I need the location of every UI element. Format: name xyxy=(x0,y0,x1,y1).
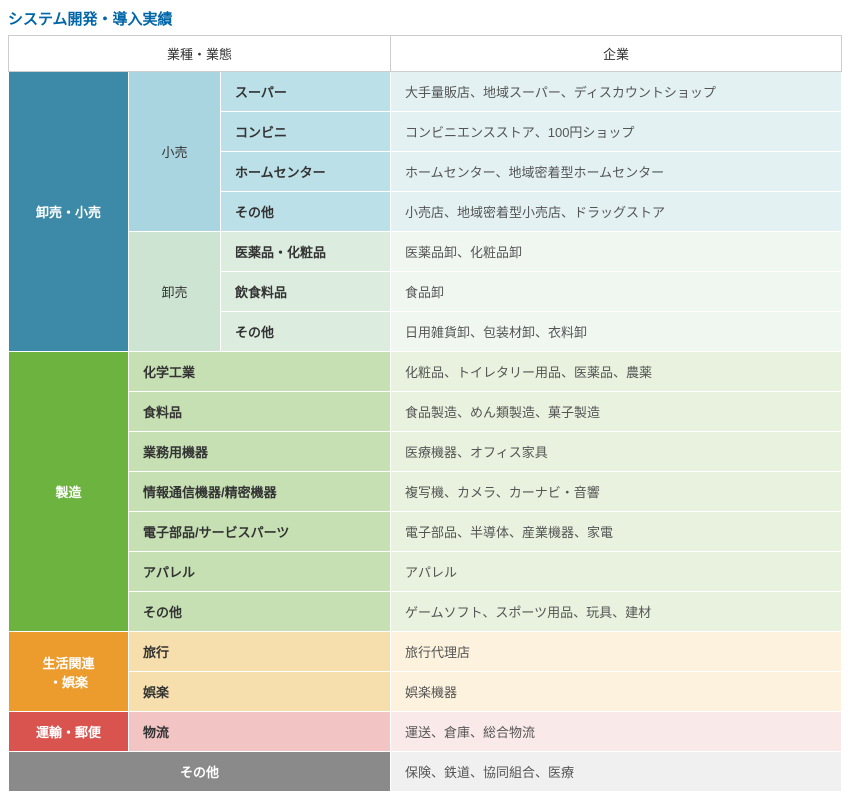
type-cell: 食料品 xyxy=(129,392,391,432)
type-cell: ホームセンター xyxy=(221,152,391,192)
header-company: 企業 xyxy=(391,36,842,72)
table-row: 卸売・小売 小売 スーパー 大手量販店、地域スーパー、ディスカウントショップ xyxy=(9,72,842,112)
corp-cell: 旅行代理店 xyxy=(391,632,842,672)
cat-retail: 卸売・小売 xyxy=(9,72,129,352)
table-row: アパレル アパレル xyxy=(9,552,842,592)
cat-kouri: 小売 xyxy=(129,72,221,232)
cat-mfg: 製造 xyxy=(9,352,129,632)
corp-cell: 小売店、地域密着型小売店、ドラッグストア xyxy=(391,192,842,232)
corp-cell: アパレル xyxy=(391,552,842,592)
cat-trans: 運輸・郵便 xyxy=(9,712,129,752)
corp-cell: 大手量販店、地域スーパー、ディスカウントショップ xyxy=(391,72,842,112)
type-cell: コンビニ xyxy=(221,112,391,152)
type-cell: 情報通信機器/精密機器 xyxy=(129,472,391,512)
table-row: 業務用機器 医療機器、オフィス家具 xyxy=(9,432,842,472)
type-cell: スーパー xyxy=(221,72,391,112)
type-cell: 化学工業 xyxy=(129,352,391,392)
corp-cell: 化粧品、トイレタリー用品、医薬品、農薬 xyxy=(391,352,842,392)
cat-oroshi: 卸売 xyxy=(129,232,221,352)
table-row: 運輸・郵便 物流 運送、倉庫、総合物流 xyxy=(9,712,842,752)
type-cell: その他 xyxy=(221,192,391,232)
type-cell: 業務用機器 xyxy=(129,432,391,472)
table-row: その他 保険、鉄道、協同組合、医療 xyxy=(9,752,842,792)
table-row: 電子部品/サービスパーツ 電子部品、半導体、産業機器、家電 xyxy=(9,512,842,552)
corp-cell: 医薬品卸、化粧品卸 xyxy=(391,232,842,272)
corp-cell: ホームセンター、地域密着型ホームセンター xyxy=(391,152,842,192)
type-cell: アパレル xyxy=(129,552,391,592)
cat-life: 生活関連・娯楽 xyxy=(9,632,129,712)
cat-other: その他 xyxy=(9,752,391,792)
corp-cell: 保険、鉄道、協同組合、医療 xyxy=(391,752,842,792)
type-cell: 旅行 xyxy=(129,632,391,672)
type-cell: その他 xyxy=(129,592,391,632)
corp-cell: 日用雑貨卸、包装材卸、衣料卸 xyxy=(391,312,842,352)
table-row: 情報通信機器/精密機器 複写機、カメラ、カーナビ・音響 xyxy=(9,472,842,512)
type-cell: 医薬品・化粧品 xyxy=(221,232,391,272)
corp-cell: 食品卸 xyxy=(391,272,842,312)
table-row: 生活関連・娯楽 旅行 旅行代理店 xyxy=(9,632,842,672)
header-row: 業種・業態 企業 xyxy=(9,36,842,72)
header-industry: 業種・業態 xyxy=(9,36,391,72)
corp-cell: コンビニエンスストア、100円ショップ xyxy=(391,112,842,152)
type-cell: その他 xyxy=(221,312,391,352)
type-cell: 物流 xyxy=(129,712,391,752)
table-row: 娯楽 娯楽機器 xyxy=(9,672,842,712)
corp-cell: 娯楽機器 xyxy=(391,672,842,712)
industry-table: 業種・業態 企業 卸売・小売 小売 スーパー 大手量販店、地域スーパー、ディスカ… xyxy=(8,35,842,792)
corp-cell: 電子部品、半導体、産業機器、家電 xyxy=(391,512,842,552)
corp-cell: 複写機、カメラ、カーナビ・音響 xyxy=(391,472,842,512)
type-cell: 電子部品/サービスパーツ xyxy=(129,512,391,552)
table-row: 食料品 食品製造、めん類製造、菓子製造 xyxy=(9,392,842,432)
page-title: システム開発・導入実績 xyxy=(8,8,842,29)
table-row: その他 ゲームソフト、スポーツ用品、玩具、建材 xyxy=(9,592,842,632)
table-row: 卸売 医薬品・化粧品 医薬品卸、化粧品卸 xyxy=(9,232,842,272)
corp-cell: ゲームソフト、スポーツ用品、玩具、建材 xyxy=(391,592,842,632)
corp-cell: 医療機器、オフィス家具 xyxy=(391,432,842,472)
type-cell: 飲食料品 xyxy=(221,272,391,312)
corp-cell: 運送、倉庫、総合物流 xyxy=(391,712,842,752)
table-row: 製造 化学工業 化粧品、トイレタリー用品、医薬品、農薬 xyxy=(9,352,842,392)
type-cell: 娯楽 xyxy=(129,672,391,712)
corp-cell: 食品製造、めん類製造、菓子製造 xyxy=(391,392,842,432)
